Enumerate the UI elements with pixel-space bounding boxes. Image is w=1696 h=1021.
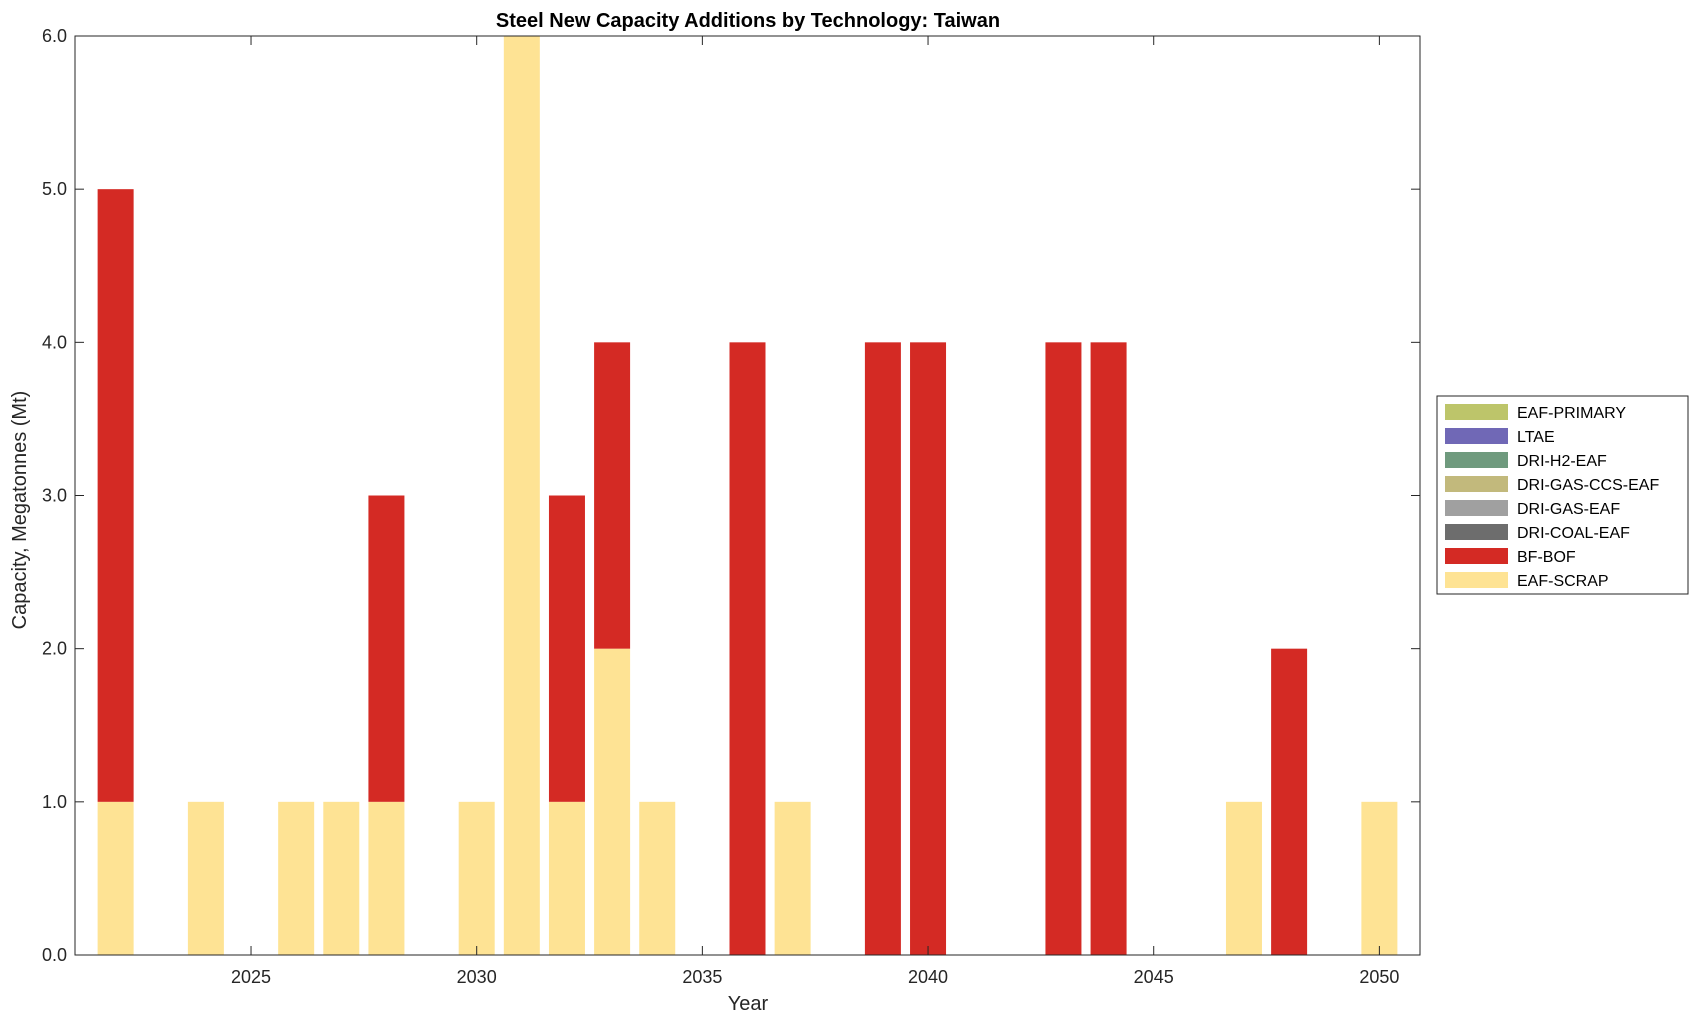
bar-segment-bf-bof-2039 xyxy=(864,342,901,955)
bar-segment-eaf-scrap-2024 xyxy=(187,801,224,955)
legend-label-dri-gas-eaf: DRI-GAS-EAF xyxy=(1517,501,1620,518)
bar-segment-bf-bof-2048 xyxy=(1271,648,1308,955)
x-tick-label: 2030 xyxy=(457,967,497,987)
bar-segment-eaf-scrap-2032 xyxy=(548,801,585,955)
bar-segment-bf-bof-2033 xyxy=(594,342,631,649)
bar-segment-eaf-scrap-2027 xyxy=(323,801,360,955)
bar-segment-bf-bof-2044 xyxy=(1090,342,1127,955)
x-axis-title: Year xyxy=(728,993,769,1015)
legend-label-dri-coal-eaf: DRI-COAL-EAF xyxy=(1517,525,1630,542)
bar-segment-bf-bof-2028 xyxy=(368,495,405,802)
x-tick-label: 2040 xyxy=(908,967,948,987)
bar-segment-bf-bof-2043 xyxy=(1045,342,1082,955)
bar-segment-bf-bof-2022 xyxy=(97,189,134,802)
legend: EAF-PRIMARY LTAE DRI-H2-EAF DRI-GAS-CCS-EAF… xyxy=(1436,395,1689,595)
x-tick-label: 2050 xyxy=(1359,967,1399,987)
bar-segment-eaf-scrap-2034 xyxy=(639,801,676,955)
x-tick-label: 2045 xyxy=(1134,967,1174,987)
legend-label-eaf-primary: EAF-PRIMARY xyxy=(1517,405,1626,422)
legend-label-dri-gas-ccs-eaf: DRI-GAS-CCS-EAF xyxy=(1517,477,1659,494)
legend-swatch-dri-gas-ccs-eaf xyxy=(1445,476,1508,492)
legend-swatch-dri-gas-eaf xyxy=(1445,500,1508,516)
bar-segment-eaf-scrap-2028 xyxy=(368,801,405,955)
legend-swatch-eaf-scrap xyxy=(1445,572,1508,588)
bar-segment-bf-bof-2032 xyxy=(548,495,585,802)
chart-title: Steel New Capacity Additions by Technolo… xyxy=(496,10,1000,32)
legend-swatch-dri-h2-eaf xyxy=(1445,452,1508,468)
bar-segment-eaf-scrap-2031 xyxy=(503,36,540,955)
bar-segment-eaf-scrap-2050 xyxy=(1361,801,1398,955)
legend-swatch-ltae xyxy=(1445,428,1508,444)
x-tick-label: 2035 xyxy=(682,967,722,987)
bar-segment-eaf-scrap-2030 xyxy=(458,801,495,955)
legend-swatch-bf-bof xyxy=(1445,548,1508,564)
legend-label-bf-bof: BF-BOF xyxy=(1517,549,1576,566)
legend-label-eaf-scrap: EAF-SCRAP xyxy=(1517,573,1609,590)
x-tick-label: 2025 xyxy=(231,967,271,987)
legend-swatch-dri-coal-eaf xyxy=(1445,524,1508,540)
bar-segment-eaf-scrap-2037 xyxy=(774,801,811,955)
legend-label-dri-h2-eaf: DRI-H2-EAF xyxy=(1517,453,1607,470)
legend-swatch-eaf-primary xyxy=(1445,404,1508,420)
legend-label-ltae: LTAE xyxy=(1517,429,1555,446)
y-tick-label: 6.0 xyxy=(42,26,67,46)
bar-segment-eaf-scrap-2022 xyxy=(97,801,134,955)
bar-segment-eaf-scrap-2047 xyxy=(1225,801,1262,955)
y-axis-title: Capacity, Megatonnes (Mt) xyxy=(9,391,31,630)
y-tick-label: 5.0 xyxy=(42,179,67,199)
y-tick-label: 3.0 xyxy=(42,486,67,506)
y-tick-label: 4.0 xyxy=(42,332,67,352)
bar-segment-bf-bof-2036 xyxy=(729,342,766,955)
y-tick-label: 0.0 xyxy=(42,945,67,965)
bar-segment-bf-bof-2040 xyxy=(910,342,947,955)
y-tick-label: 1.0 xyxy=(42,792,67,812)
y-tick-label: 2.0 xyxy=(42,639,67,659)
plot-area: 0.0 1.0 2.0 3.0 4.0 5.0 6.0 2025 2030 2035 2040 204… xyxy=(42,26,1421,987)
bar-segment-eaf-scrap-2033 xyxy=(594,648,631,955)
bar-segment-eaf-scrap-2026 xyxy=(278,801,315,955)
